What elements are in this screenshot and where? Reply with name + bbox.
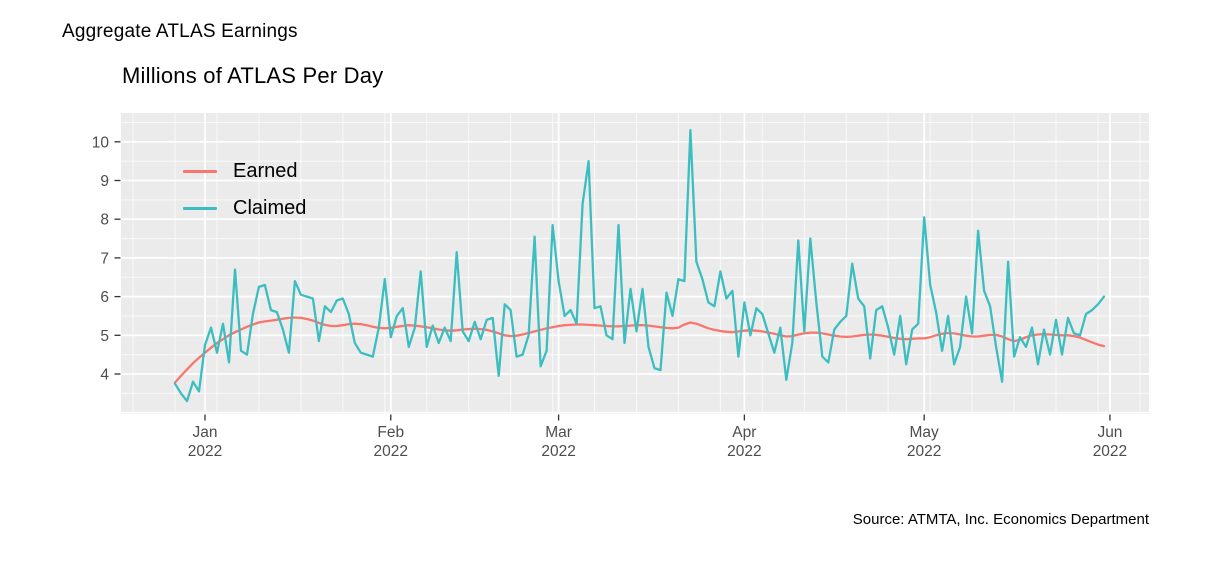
svg-text:9: 9 xyxy=(100,173,109,190)
x-axis-labels: Jan 2022 Feb 2022 Mar 2022 Apr 2022 May 2022 Jun 20… xyxy=(188,424,1127,460)
svg-text:8: 8 xyxy=(100,212,109,229)
svg-text:Jan: Jan xyxy=(193,424,218,441)
axis-tick-marks xyxy=(114,141,1111,421)
svg-text:Mar: Mar xyxy=(545,424,572,441)
claimed-line xyxy=(173,129,1106,403)
legend-item-earned: Earned xyxy=(183,159,306,183)
legend-label-earned: Earned xyxy=(233,159,298,182)
svg-text:2022: 2022 xyxy=(374,443,408,460)
svg-text:2022: 2022 xyxy=(188,443,222,460)
legend-item-claimed: Claimed xyxy=(183,196,306,220)
source-note: Source: ATMTA, Inc. Economics Department xyxy=(852,511,1149,528)
svg-text:4: 4 xyxy=(100,367,109,384)
svg-text:May: May xyxy=(910,424,940,441)
claimed-line-swatch xyxy=(183,206,217,210)
svg-text:2022: 2022 xyxy=(907,443,941,460)
figure-title: Aggregate ATLAS Earnings xyxy=(62,21,298,42)
svg-text:Feb: Feb xyxy=(377,424,404,441)
chart-subtitle: Millions of ATLAS Per Day xyxy=(122,63,384,88)
svg-text:5: 5 xyxy=(100,328,109,345)
svg-text:2022: 2022 xyxy=(727,443,761,460)
svg-text:Jun: Jun xyxy=(1097,424,1122,441)
legend-label-claimed: Claimed xyxy=(233,196,307,219)
svg-text:7: 7 xyxy=(100,250,109,267)
svg-text:2022: 2022 xyxy=(1093,443,1127,460)
svg-text:2022: 2022 xyxy=(541,443,575,460)
svg-text:10: 10 xyxy=(92,134,110,151)
earned-line-swatch xyxy=(183,169,217,173)
legend: Earned Claimed xyxy=(183,159,306,233)
svg-text:Apr: Apr xyxy=(732,424,756,441)
plot-panel xyxy=(121,113,1149,414)
y-axis-labels: 4 5 6 7 8 9 10 xyxy=(92,134,110,383)
svg-text:6: 6 xyxy=(100,289,109,306)
gridlines-major xyxy=(121,113,1149,414)
